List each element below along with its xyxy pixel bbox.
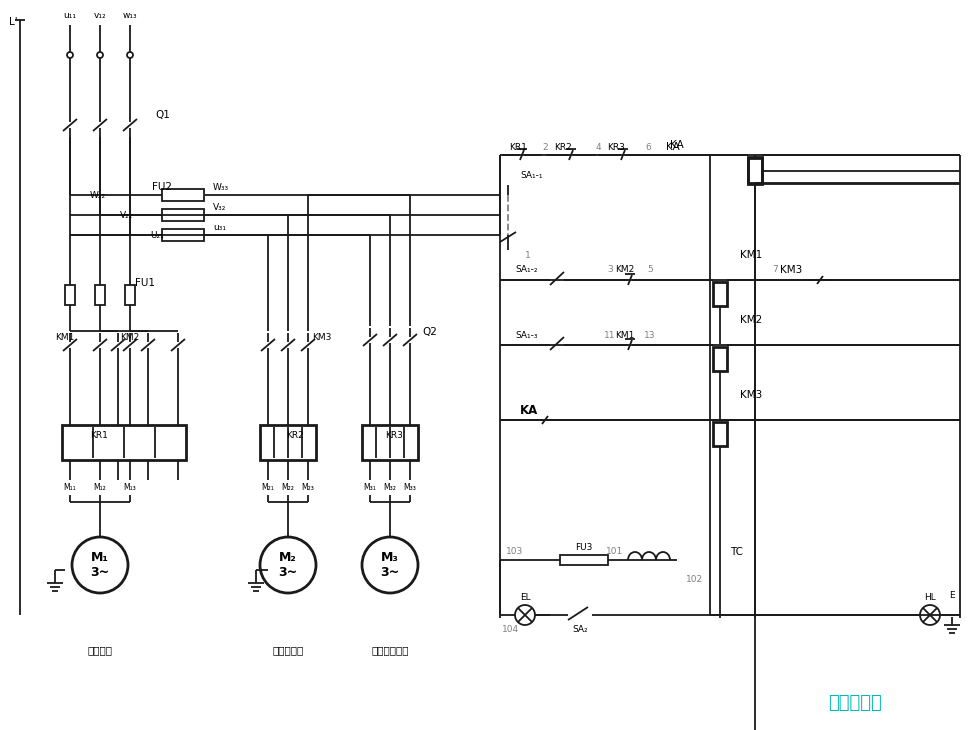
Bar: [712, 422, 727, 446]
Bar: [559, 555, 607, 565]
Text: KR2: KR2: [286, 431, 303, 439]
Text: M₃
3~: M₃ 3~: [380, 551, 399, 579]
Text: 6: 6: [645, 142, 650, 152]
Text: 103: 103: [506, 548, 523, 556]
Text: w₁₃: w₁₃: [122, 10, 137, 20]
Bar: [747, 158, 761, 184]
Text: M₁
3~: M₁ 3~: [90, 551, 110, 579]
Text: KM2: KM2: [739, 315, 762, 325]
Text: FU3: FU3: [575, 544, 592, 553]
Text: SA₁-₂: SA₁-₂: [514, 266, 537, 274]
Text: Q1: Q1: [155, 110, 170, 120]
Text: M₃₁: M₃₁: [363, 483, 376, 493]
Text: M₁₂: M₁₂: [94, 483, 107, 493]
Text: TC: TC: [730, 547, 742, 557]
Circle shape: [362, 537, 418, 593]
Text: KM1: KM1: [55, 332, 74, 342]
Text: Q2: Q2: [422, 327, 436, 337]
Bar: [747, 157, 761, 183]
Text: 润滑电动机: 润滑电动机: [272, 645, 303, 655]
Text: 13: 13: [644, 331, 655, 339]
Bar: [95, 285, 105, 305]
Text: V₃₂: V₃₂: [213, 202, 226, 212]
Circle shape: [260, 537, 316, 593]
Text: 冷却泵电动机: 冷却泵电动机: [371, 645, 409, 655]
Text: u₃₁: u₃₁: [213, 223, 226, 231]
Text: M₂₃: M₂₃: [301, 483, 314, 493]
Text: HL: HL: [923, 593, 935, 602]
Text: M₁₃: M₁₃: [123, 483, 136, 493]
Bar: [65, 285, 75, 305]
Text: u₁₁: u₁₁: [64, 10, 76, 20]
Text: EL: EL: [519, 593, 530, 602]
Text: E: E: [949, 591, 954, 599]
Text: KR3: KR3: [384, 431, 403, 439]
Text: KM3: KM3: [312, 332, 331, 342]
Text: M₂
3~: M₂ 3~: [278, 551, 297, 579]
Text: KR3: KR3: [606, 142, 624, 152]
Text: 11: 11: [603, 331, 615, 339]
Text: 102: 102: [686, 575, 703, 585]
Text: 3: 3: [606, 266, 612, 274]
Bar: [125, 285, 135, 305]
Text: SA₁-₁: SA₁-₁: [519, 171, 542, 180]
Text: M₂₂: M₂₂: [282, 483, 294, 493]
Text: KA: KA: [665, 142, 679, 152]
Text: W₃₃: W₃₃: [213, 182, 229, 191]
Text: v₁₂: v₁₂: [94, 10, 107, 20]
Text: 1: 1: [524, 250, 530, 259]
Text: 101: 101: [605, 548, 623, 556]
Text: M₃₃: M₃₃: [403, 483, 416, 493]
Text: SA₂: SA₂: [571, 626, 587, 634]
Text: KM2: KM2: [614, 266, 634, 274]
Circle shape: [72, 537, 128, 593]
Text: KR1: KR1: [90, 431, 108, 439]
Bar: [712, 347, 727, 371]
Text: KR2: KR2: [554, 142, 571, 152]
Bar: [712, 282, 727, 306]
Text: V₂₂: V₂₂: [120, 210, 133, 220]
Text: KM3: KM3: [739, 390, 762, 400]
Bar: [161, 189, 203, 201]
Text: 自动秒链接: 自动秒链接: [827, 694, 881, 712]
Text: 7: 7: [772, 266, 778, 274]
Text: KA: KA: [669, 140, 683, 150]
Text: KM1: KM1: [739, 250, 762, 260]
Bar: [161, 229, 203, 241]
Circle shape: [514, 605, 534, 625]
Text: M₂₁: M₂₁: [261, 483, 274, 493]
Text: L': L': [10, 17, 18, 27]
Text: FU2: FU2: [152, 182, 172, 192]
Text: 主电动机: 主电动机: [87, 645, 112, 655]
Text: 104: 104: [502, 626, 518, 634]
Bar: [362, 425, 418, 460]
Text: 2: 2: [542, 142, 548, 152]
Text: SA₁-₃: SA₁-₃: [514, 331, 537, 339]
Text: KM2: KM2: [120, 332, 139, 342]
Circle shape: [919, 605, 939, 625]
Text: M₃₂: M₃₂: [383, 483, 396, 493]
Text: KM3: KM3: [779, 265, 801, 275]
Text: 5: 5: [646, 266, 652, 274]
Text: KR1: KR1: [509, 142, 526, 152]
Text: M₁₁: M₁₁: [64, 483, 76, 493]
Text: FU1: FU1: [135, 278, 155, 288]
Text: KA: KA: [519, 404, 538, 417]
Bar: [260, 425, 316, 460]
Text: U₂₁: U₂₁: [150, 231, 163, 239]
Bar: [161, 209, 203, 221]
Text: 4: 4: [595, 142, 600, 152]
Text: W₂₂: W₂₂: [90, 191, 106, 199]
Text: KM1: KM1: [614, 331, 634, 339]
Bar: [62, 425, 186, 460]
